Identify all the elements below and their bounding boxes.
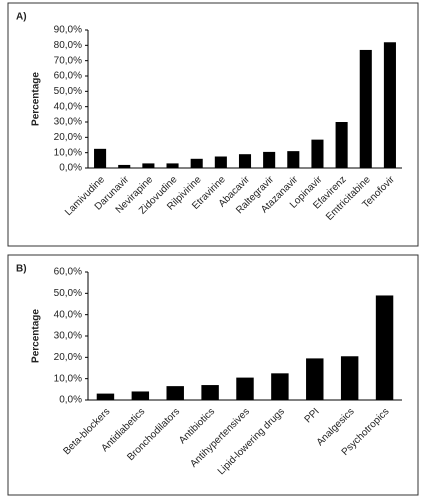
bar (375, 295, 394, 400)
y-tick-label: 50,0% (54, 288, 82, 299)
bar (359, 49, 372, 168)
bar (271, 373, 289, 400)
bar (131, 391, 150, 400)
bar (263, 151, 276, 168)
bar (166, 163, 179, 168)
bar (340, 356, 359, 400)
y-tick-label: 30,0% (54, 331, 82, 342)
bar (238, 154, 252, 168)
y-tick-label: 20,0% (54, 132, 82, 143)
bar (236, 377, 254, 400)
bar (94, 148, 107, 168)
y-tick-label: 20,0% (54, 352, 82, 363)
panel-label: B) (16, 264, 27, 275)
y-tick-label: 90,0% (54, 25, 82, 36)
bar (166, 386, 184, 400)
bar (311, 139, 324, 168)
bar (383, 42, 396, 169)
bar (190, 158, 203, 168)
panel-label: A) (16, 12, 27, 23)
bar (96, 393, 115, 400)
y-tick-label: 80,0% (54, 40, 82, 51)
bar (118, 164, 131, 168)
panel-b-frame (7, 254, 419, 496)
bar (287, 151, 300, 168)
y-tick-label: 60,0% (54, 267, 82, 278)
y-tick-label: 10,0% (54, 373, 82, 384)
y-tick-label: 40,0% (54, 101, 82, 112)
bar (142, 163, 155, 168)
y-axis-label: Percentage (31, 72, 42, 126)
y-axis-label: Percentage (31, 309, 42, 363)
bar (306, 358, 324, 400)
x-tick-label: Lipid-lowering drugs (216, 406, 287, 477)
bar (201, 385, 219, 400)
x-tick-label: Antihypertensives (188, 406, 252, 470)
bar (335, 122, 348, 168)
y-tick-label: 50,0% (54, 86, 82, 97)
y-tick-label: 60,0% (54, 71, 82, 82)
y-tick-label: 10,0% (54, 147, 82, 158)
panel-a-frame (7, 2, 419, 247)
y-tick-label: 0,0% (59, 395, 82, 406)
y-tick-label: 40,0% (54, 309, 82, 320)
y-tick-label: 70,0% (54, 55, 82, 66)
y-tick-label: 30,0% (54, 117, 82, 128)
x-tick-label: PPI (303, 406, 322, 425)
y-tick-label: 0,0% (59, 163, 82, 174)
bar (214, 156, 227, 168)
